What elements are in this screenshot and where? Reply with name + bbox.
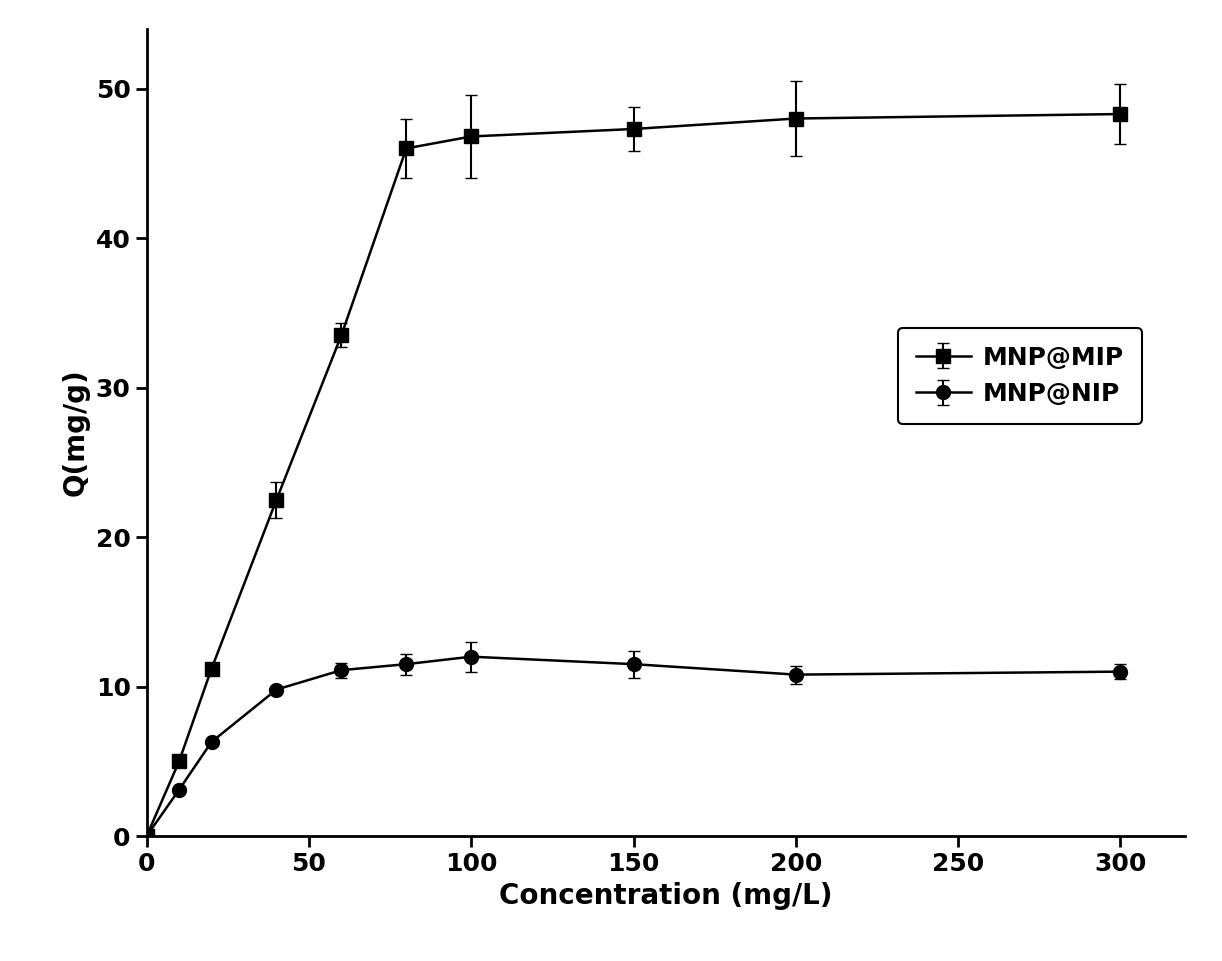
Y-axis label: Q(mg/g): Q(mg/g) — [62, 369, 90, 496]
Legend: MNP@MIP, MNP@NIP: MNP@MIP, MNP@NIP — [898, 329, 1141, 424]
X-axis label: Concentration (mg/L): Concentration (mg/L) — [500, 881, 832, 910]
